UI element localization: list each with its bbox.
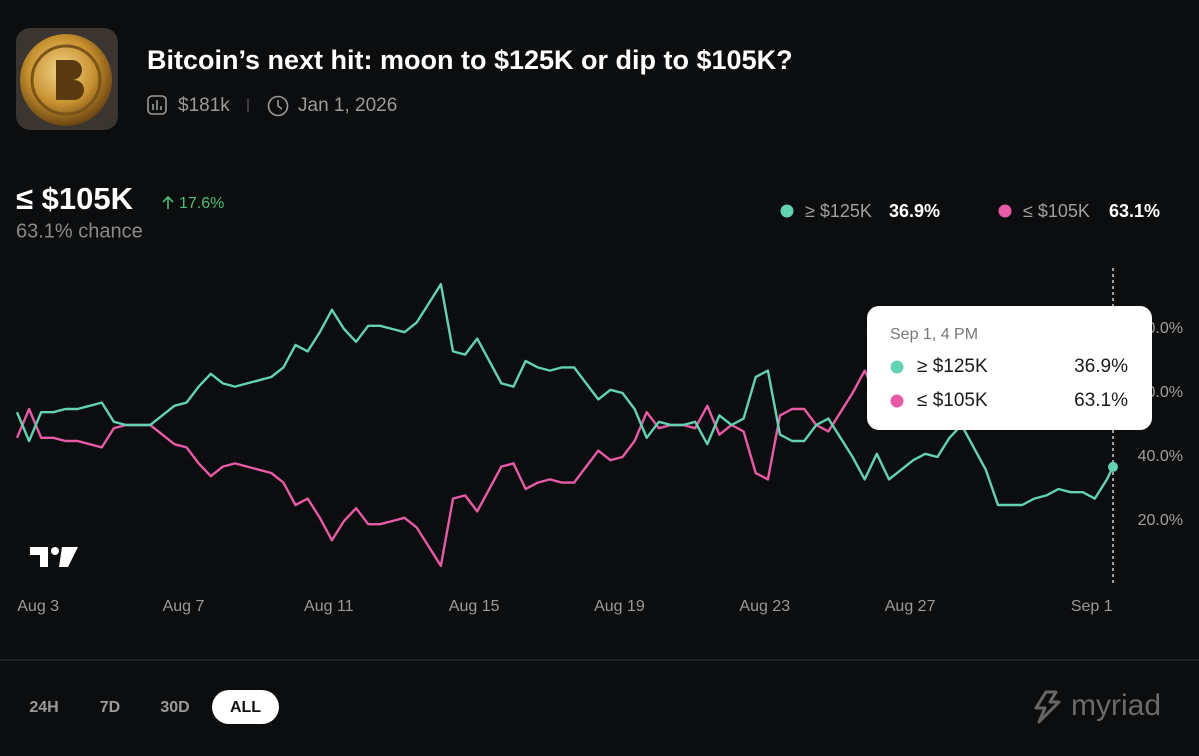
range-button[interactable]: 7D bbox=[100, 699, 120, 716]
legend-dot bbox=[998, 204, 1012, 218]
legend-dot bbox=[780, 204, 794, 218]
x-tick-label: Aug 27 bbox=[885, 598, 936, 615]
x-tick-label: Aug 7 bbox=[163, 598, 205, 615]
volume: $181k bbox=[178, 95, 230, 116]
tradingview-logo bbox=[30, 547, 78, 567]
tooltip-value: 63.1% bbox=[1074, 390, 1128, 411]
legend-label: ≥ $125K bbox=[805, 201, 872, 221]
legend-value: 36.9% bbox=[889, 201, 940, 221]
tooltip-dot bbox=[890, 360, 904, 374]
up-arrow bbox=[162, 195, 174, 209]
x-tick-label: Aug 11 bbox=[304, 598, 354, 615]
outcome-chance: 63.1% chance bbox=[16, 220, 143, 242]
range-buttons: 24H 7D 30D ALL bbox=[29, 690, 279, 724]
tooltip-time: Sep 1, 4 PM bbox=[890, 326, 978, 343]
legend: ≥ $125K 36.9% ≤ $105K 63.1% bbox=[780, 201, 1160, 221]
outcome-change: 17.6% bbox=[179, 195, 224, 212]
brand-name: myriad bbox=[1071, 689, 1161, 722]
series-line bbox=[15, 283, 1115, 507]
market-icon bbox=[16, 28, 118, 130]
brand-logo bbox=[1034, 690, 1061, 724]
volume-icon bbox=[147, 95, 167, 115]
tooltip-label: ≤ $105K bbox=[917, 390, 988, 411]
range-button[interactable]: 30D bbox=[160, 699, 189, 716]
x-tick-label: Aug 23 bbox=[739, 598, 790, 615]
range-button[interactable]: 24H bbox=[29, 699, 58, 716]
clock-icon bbox=[267, 95, 289, 117]
legend-label: ≤ $105K bbox=[1023, 201, 1090, 221]
end-point bbox=[1108, 461, 1118, 472]
x-tick-label: Aug 19 bbox=[594, 598, 645, 615]
x-tick-label: Aug 3 bbox=[17, 598, 59, 615]
chart: 20.0%40.0%60.0%80.0%Aug 3 Aug 7 Aug 11 Aug … bbox=[15, 268, 1183, 615]
tooltip-dot bbox=[890, 394, 904, 408]
outcome-label: ≤ $105K bbox=[16, 181, 134, 216]
range-button-active[interactable] bbox=[212, 690, 279, 724]
x-tick-label: Aug 15 bbox=[449, 598, 500, 615]
y-tick-label: 40.0% bbox=[1138, 448, 1183, 465]
tooltip-value: 36.9% bbox=[1074, 356, 1128, 377]
end-date: Jan 1, 2026 bbox=[298, 95, 397, 116]
range-button[interactable]: ALL bbox=[230, 699, 261, 716]
tooltip: Sep 1, 4 PM ≥ $125K 36.9% ≤ $105K 63.1% bbox=[867, 306, 1152, 430]
x-tick-label: Sep 1 bbox=[1071, 598, 1113, 615]
y-tick-label: 20.0% bbox=[1138, 512, 1183, 529]
legend-value: 63.1% bbox=[1109, 201, 1160, 221]
market-title: Bitcoin’s next hit: moon to $125K or dip… bbox=[147, 45, 793, 75]
tooltip-label: ≥ $125K bbox=[917, 356, 988, 377]
